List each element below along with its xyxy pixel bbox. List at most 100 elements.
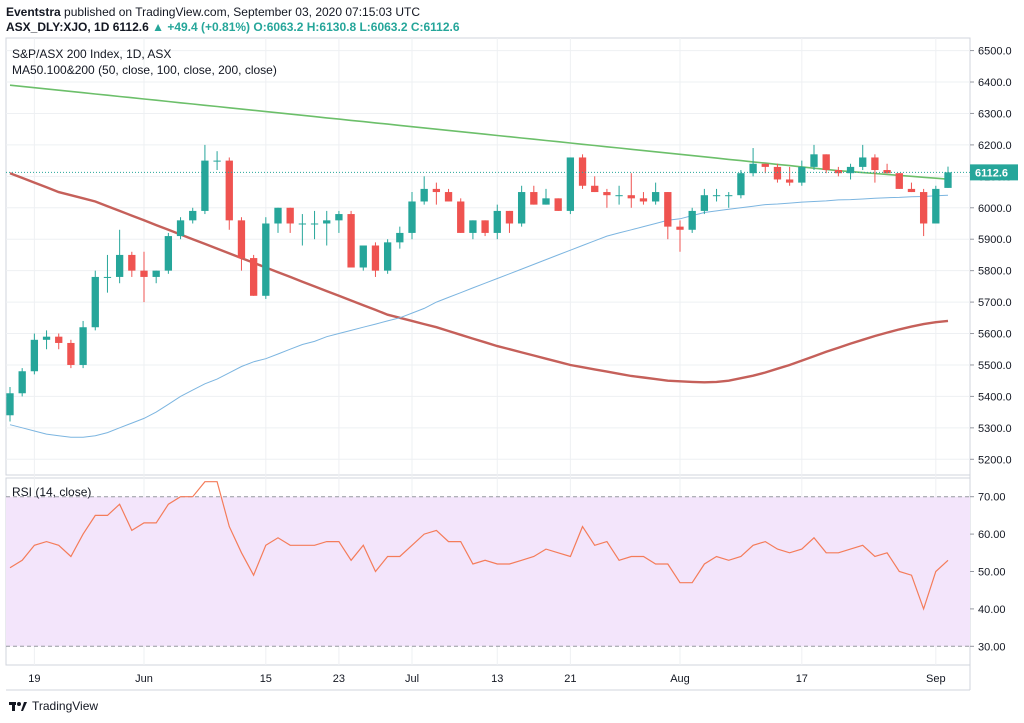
- ma50-line: [9, 194, 949, 438]
- candle-body: [530, 192, 538, 205]
- candle-body: [67, 342, 75, 365]
- rsi-y-tick-label: 60.00: [978, 529, 1006, 541]
- last-price-label: 6112.6: [975, 167, 1008, 179]
- y-tick-label: 5800.0: [978, 266, 1012, 278]
- y-tick-label: 5200.0: [978, 454, 1012, 466]
- candle-body: [310, 223, 319, 225]
- candle-body: [615, 195, 623, 197]
- candle-body: [493, 210, 501, 233]
- y-tick-label: 5700.0: [978, 297, 1012, 309]
- candle-body: [164, 236, 173, 271]
- x-tick-label: 17: [796, 673, 808, 685]
- candle-body: [932, 188, 940, 224]
- rsi-y-tick-label: 30.00: [978, 641, 1006, 653]
- x-tick-label: 13: [491, 673, 503, 685]
- author-name: Eventstra: [6, 5, 61, 19]
- candle-body: [871, 157, 879, 171]
- candle-body: [274, 207, 282, 224]
- last-price-badge: [970, 164, 1018, 181]
- x-tick-label: 23: [333, 673, 345, 685]
- y-tick-label: 6200.0: [978, 140, 1012, 152]
- x-tick-label: 19: [28, 673, 40, 685]
- candle-body: [627, 195, 635, 199]
- candle-body: [237, 220, 246, 259]
- y-tick-label: 6300.0: [978, 108, 1012, 120]
- candle-body: [773, 166, 782, 180]
- last-price: 6112.6: [112, 20, 149, 34]
- x-tick-label: 15: [260, 673, 272, 685]
- candle-body: [676, 226, 684, 230]
- legend-indicator: MA50.100&200 (50, close, 100, close, 200…: [12, 63, 277, 77]
- candle-body: [213, 160, 221, 162]
- rsi-legend: RSI (14, close): [12, 485, 92, 499]
- candle-body: [822, 154, 830, 171]
- main-legend: S&P/ASX 200 Index, 1D, ASX MA50.100&200 …: [12, 46, 277, 78]
- candle-body: [566, 157, 575, 211]
- price-change: ▲ +49.4 (+0.81%): [152, 20, 251, 34]
- candle-body: [6, 393, 14, 416]
- x-tick-label: Jul: [405, 673, 419, 685]
- ticker-line: ASX_DLY:XJO, 1D 6112.6 ▲ +49.4 (+0.81%) …: [6, 20, 460, 34]
- legend-title: S&P/ASX 200 Index, 1D, ASX: [12, 47, 172, 61]
- candle-body: [907, 188, 916, 193]
- x-tick-label: 21: [564, 673, 576, 685]
- candle-body: [298, 223, 307, 225]
- candle-body: [749, 163, 757, 174]
- candle-body: [651, 192, 660, 202]
- rsi-y-tick-label: 70.00: [978, 492, 1006, 504]
- candle-body: [201, 160, 209, 211]
- candle-body: [785, 179, 794, 183]
- candle-body: [846, 166, 855, 174]
- y-tick-label: 5900.0: [978, 234, 1012, 246]
- candle-body: [79, 327, 87, 365]
- candle-body: [944, 172, 952, 188]
- y-tick-label: 6000.0: [978, 203, 1012, 215]
- footer-brand: TradingView: [8, 699, 98, 713]
- candle-body: [286, 207, 294, 224]
- y-tick-label: 5300.0: [978, 423, 1012, 435]
- candle-body: [335, 214, 343, 221]
- ohlc-readout: O:6063.2 H:6130.8 L:6063.2 C:6112.6: [253, 20, 460, 34]
- ma200-line: [9, 84, 949, 180]
- candle-body: [591, 185, 599, 193]
- y-tick-label: 5500.0: [978, 360, 1012, 372]
- candle-body: [432, 188, 441, 193]
- candle-body: [91, 276, 99, 328]
- published-text: published on TradingView.com, September …: [64, 5, 421, 19]
- candle-body: [371, 245, 380, 271]
- x-tick-label: Sep: [926, 673, 946, 685]
- candle-body: [457, 201, 465, 233]
- candle-body: [323, 220, 331, 224]
- candle-body: [140, 270, 148, 277]
- candle-body: [919, 192, 928, 224]
- publish-header: Eventstra published on TradingView.com, …: [6, 4, 420, 20]
- candle-body: [347, 214, 355, 268]
- y-tick-label: 5600.0: [978, 329, 1012, 341]
- candle-body: [725, 195, 733, 197]
- candle-body: [176, 220, 185, 237]
- candle-body: [700, 195, 709, 211]
- candle-body: [505, 210, 514, 224]
- candle-body: [810, 154, 818, 167]
- x-tick-label: Jun: [135, 673, 153, 685]
- candle-body: [383, 242, 392, 271]
- candle-body: [688, 210, 696, 230]
- candle-body: [737, 173, 745, 196]
- candle-body: [262, 223, 270, 296]
- candle-body: [798, 166, 806, 183]
- candle-body: [859, 157, 867, 167]
- rsi-band: [6, 496, 970, 647]
- rsi-y-tick-label: 50.00: [978, 567, 1006, 579]
- candle-body: [639, 198, 648, 202]
- candle-body: [834, 170, 843, 174]
- candle-body: [469, 220, 477, 233]
- candle-body: [603, 192, 611, 196]
- y-tick-label: 6400.0: [978, 77, 1012, 89]
- tradingview-logo-icon: [9, 702, 27, 711]
- candle-body: [664, 192, 672, 227]
- candle-body: [42, 336, 51, 340]
- y-tick-label: 6500.0: [978, 46, 1012, 58]
- ma100-line: [9, 172, 949, 384]
- candle-body: [554, 198, 562, 211]
